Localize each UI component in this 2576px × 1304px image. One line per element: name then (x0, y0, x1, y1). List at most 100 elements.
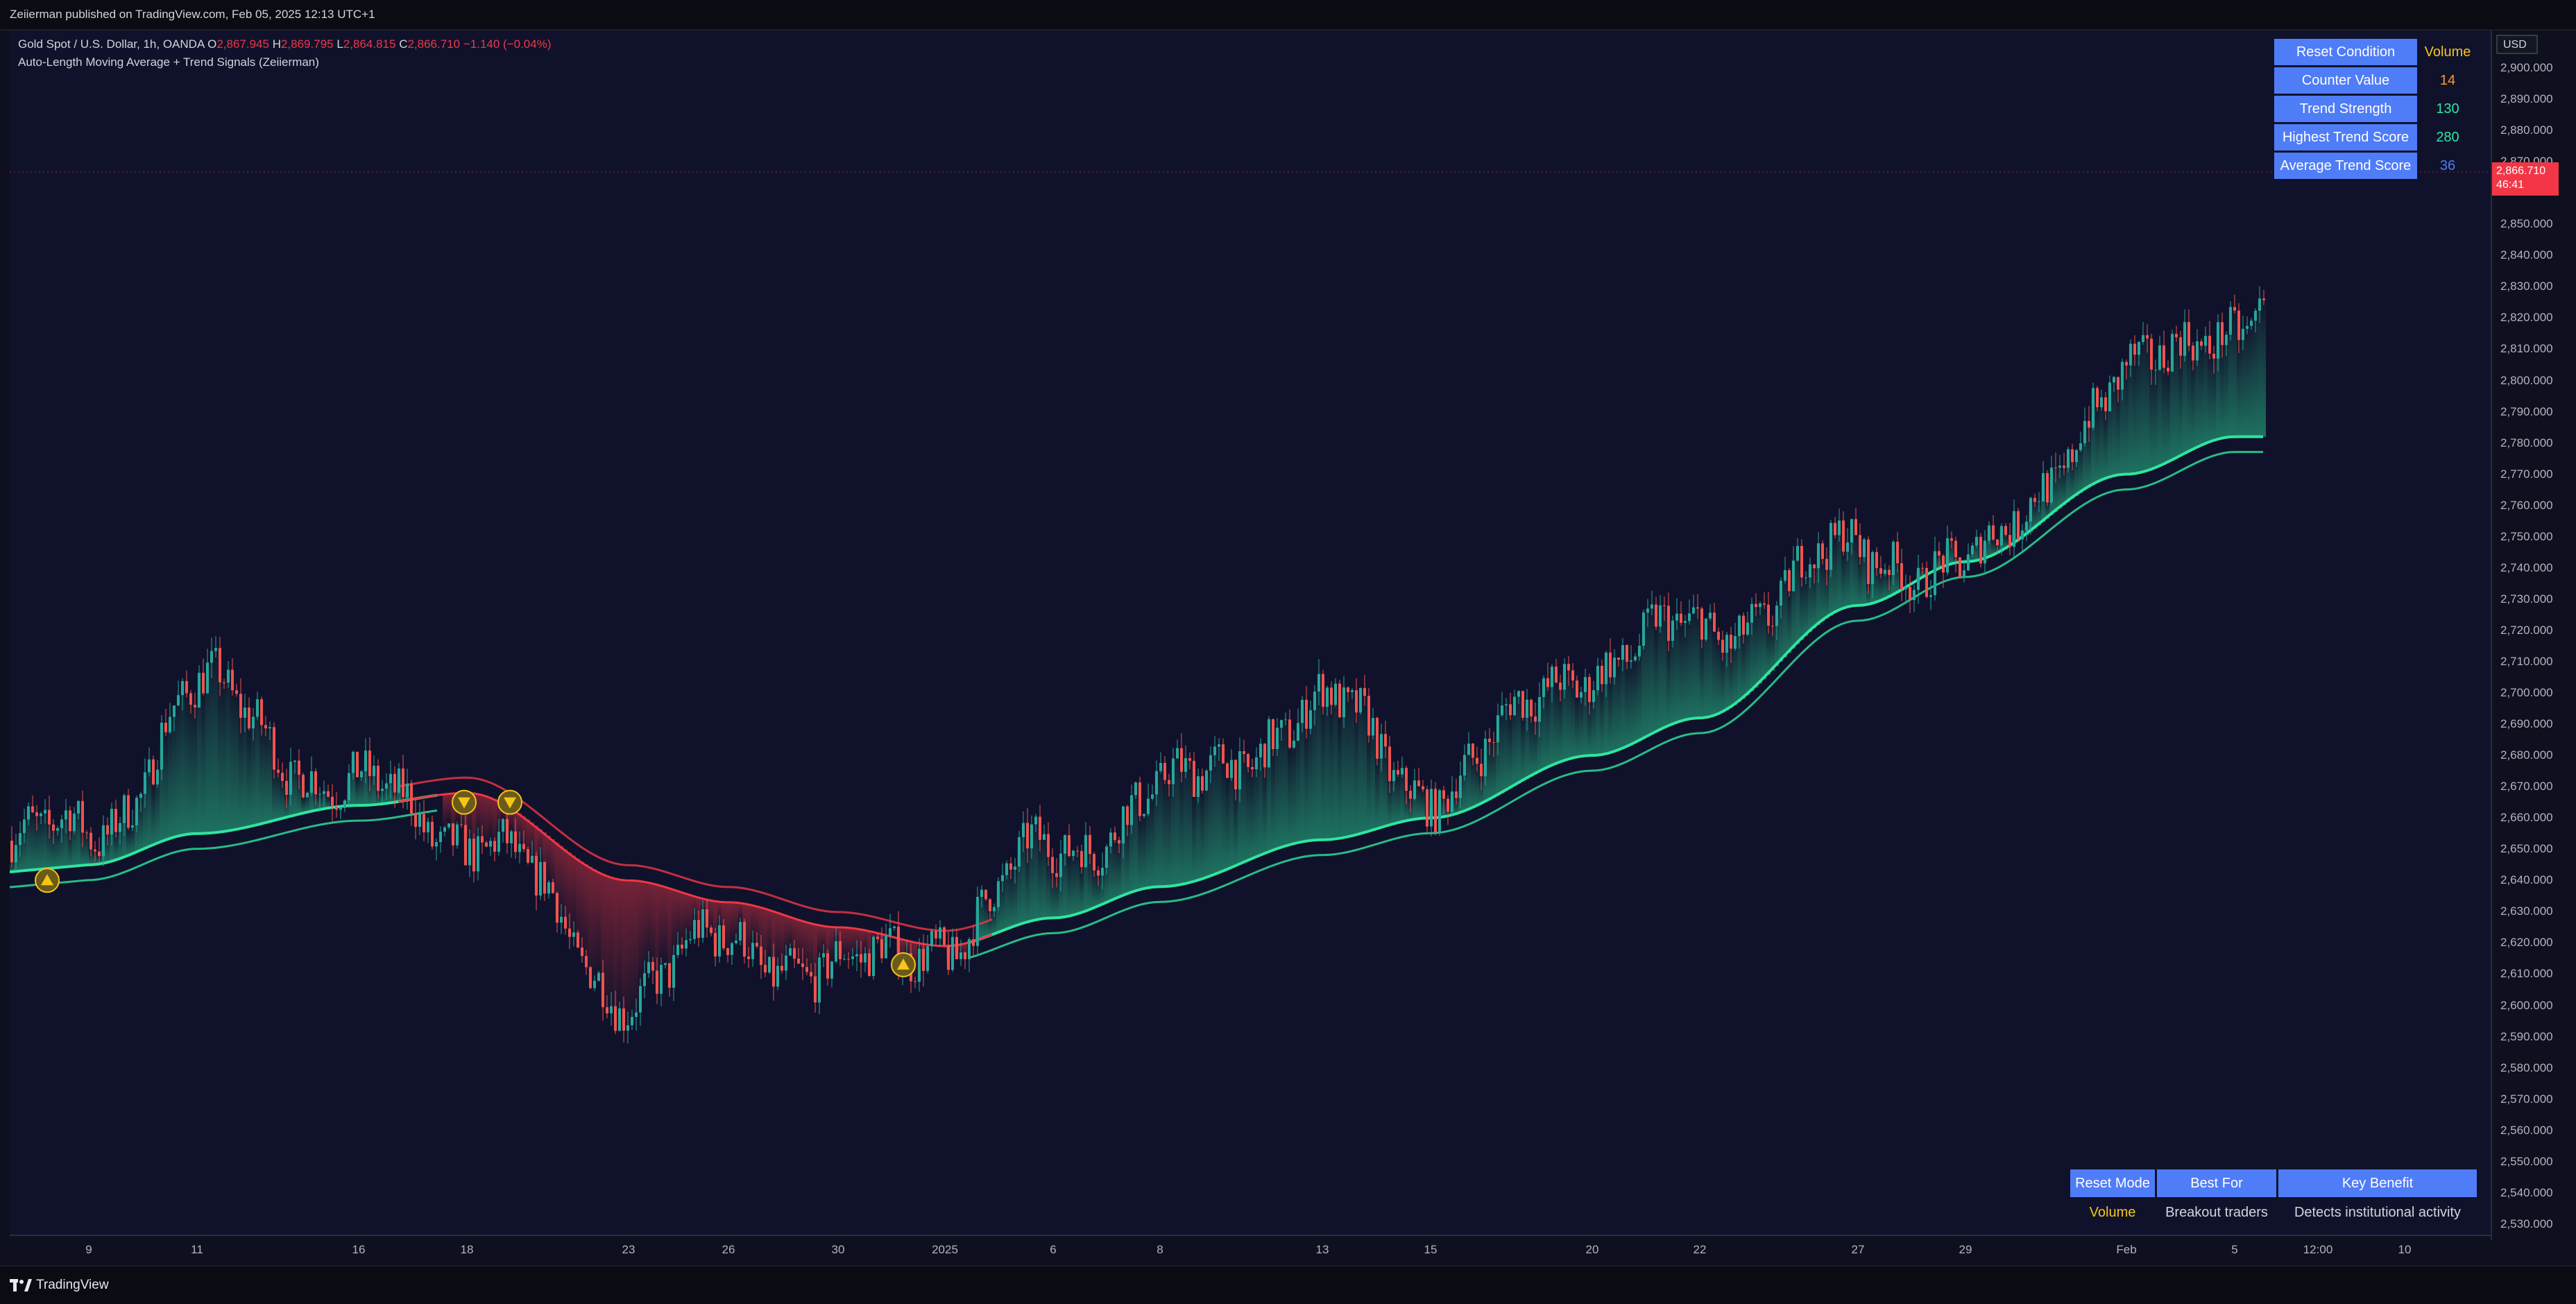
trend-fill-up (151, 784, 155, 846)
trend-fill-up (1621, 645, 1625, 749)
trend-fill-up (1883, 569, 1887, 600)
candle-body (360, 771, 363, 778)
trend-fill-down (726, 902, 730, 955)
chart-area[interactable] (10, 31, 2491, 1240)
candle-body (393, 773, 396, 793)
trend-fill-up (1600, 684, 1604, 755)
candle-body (1009, 863, 1012, 870)
candle-body (2221, 322, 2224, 345)
candle-body (1526, 699, 1528, 718)
time-axis[interactable] (10, 1235, 2491, 1264)
trend-fill-up (164, 732, 168, 841)
candle-body (48, 809, 51, 825)
trend-fill-up (1687, 613, 1691, 720)
candle-body (447, 823, 450, 827)
candle-body (984, 889, 987, 900)
trend-fill-down (755, 906, 759, 947)
trend-fill-up (326, 796, 330, 809)
trend-fill-up (1350, 690, 1354, 837)
candle-body (639, 986, 642, 1013)
tradingview-logo[interactable]: TradingView (10, 1278, 109, 1293)
trend-fill-up (2245, 325, 2249, 437)
candle-body (468, 839, 471, 866)
trend-fill-down (730, 902, 734, 943)
candle-body (268, 727, 271, 729)
trend-fill-up (2262, 300, 2266, 437)
trend-fill-up (1783, 570, 1787, 658)
stats-row: Counter Value 14 (2274, 67, 2478, 94)
candle-body (1501, 705, 1503, 716)
trend-fill-up (1371, 717, 1375, 831)
time-tick-label: 15 (1424, 1243, 1438, 1256)
trend-fill-up (1841, 551, 1845, 609)
candle-body (506, 818, 509, 843)
candle-body (531, 855, 534, 863)
trend-fill-down (584, 864, 588, 968)
candle-body (106, 825, 109, 835)
candle-body (527, 849, 529, 863)
trend-fill-down (776, 912, 780, 966)
time-tick-label: 13 (1315, 1243, 1329, 1256)
trend-fill-up (2087, 427, 2091, 488)
candle-body (481, 836, 484, 843)
trend-fill-up (1850, 519, 1854, 607)
candle-body (1263, 744, 1266, 768)
trend-fill-up (1150, 794, 1154, 888)
trend-fill-up (1666, 640, 1671, 727)
trend-fill-up (1146, 798, 1150, 889)
trend-fill-up (1562, 664, 1567, 762)
candle-body (943, 927, 946, 945)
trend-fill-up (2158, 345, 2162, 467)
info-header: Best For (2157, 1169, 2276, 1197)
candle-body (35, 812, 38, 816)
trend-fill-up (139, 793, 143, 851)
candle-body (1638, 645, 1641, 657)
candle-body (2262, 298, 2265, 300)
trend-fill-up (301, 797, 305, 814)
candle-body (1659, 605, 1662, 627)
candle-body (435, 842, 438, 847)
indicator-legend[interactable]: Auto-Length Moving Average + Trend Signa… (18, 55, 319, 69)
candle-body (747, 956, 750, 959)
candle-body (1542, 678, 1545, 697)
candle-body (1476, 757, 1478, 764)
trend-fill-up (1275, 728, 1279, 850)
currency-selector[interactable]: USD (2496, 35, 2538, 54)
trend-fill-up (1646, 608, 1650, 737)
trend-fill-up (1787, 591, 1791, 653)
candle-body (1650, 604, 1653, 609)
trend-fill-up (1754, 607, 1758, 688)
trend-fill-down (576, 858, 580, 947)
signal-arrow (897, 958, 910, 970)
candle-body (1884, 569, 1886, 574)
candle-body (1484, 738, 1487, 777)
trend-fill-up (1617, 660, 1621, 751)
candle-body (1188, 758, 1191, 761)
candle-body (768, 956, 771, 972)
candle-body (1746, 622, 1749, 635)
trend-fill-up (2066, 449, 2070, 502)
trend-fill-up (355, 777, 359, 806)
trend-fill-down (592, 869, 597, 981)
trend-fill-up (2183, 322, 2187, 455)
trend-fill-up (2220, 345, 2224, 439)
candle-body (643, 973, 646, 986)
candle-body (348, 773, 350, 800)
trend-fill-up (2116, 389, 2120, 476)
trend-fill-up (1475, 764, 1479, 807)
candle-body (298, 760, 300, 775)
last-price: 2,866.710 (2496, 165, 2546, 177)
candle-body (1430, 789, 1433, 827)
price-chart[interactable] (10, 31, 2491, 1235)
candle-body (2117, 377, 2119, 390)
candle-body (1780, 581, 1782, 606)
candle-body (364, 750, 367, 772)
price-axis[interactable] (2491, 31, 2576, 1240)
candle-body (1954, 540, 1957, 558)
candle-body (23, 819, 26, 834)
trend-fill-up (1179, 771, 1184, 885)
price-tick-label: 2,710.000 (2500, 654, 2553, 668)
candle-body (868, 953, 871, 977)
trend-fill-up (1471, 757, 1475, 809)
candle-body (1946, 538, 1949, 573)
